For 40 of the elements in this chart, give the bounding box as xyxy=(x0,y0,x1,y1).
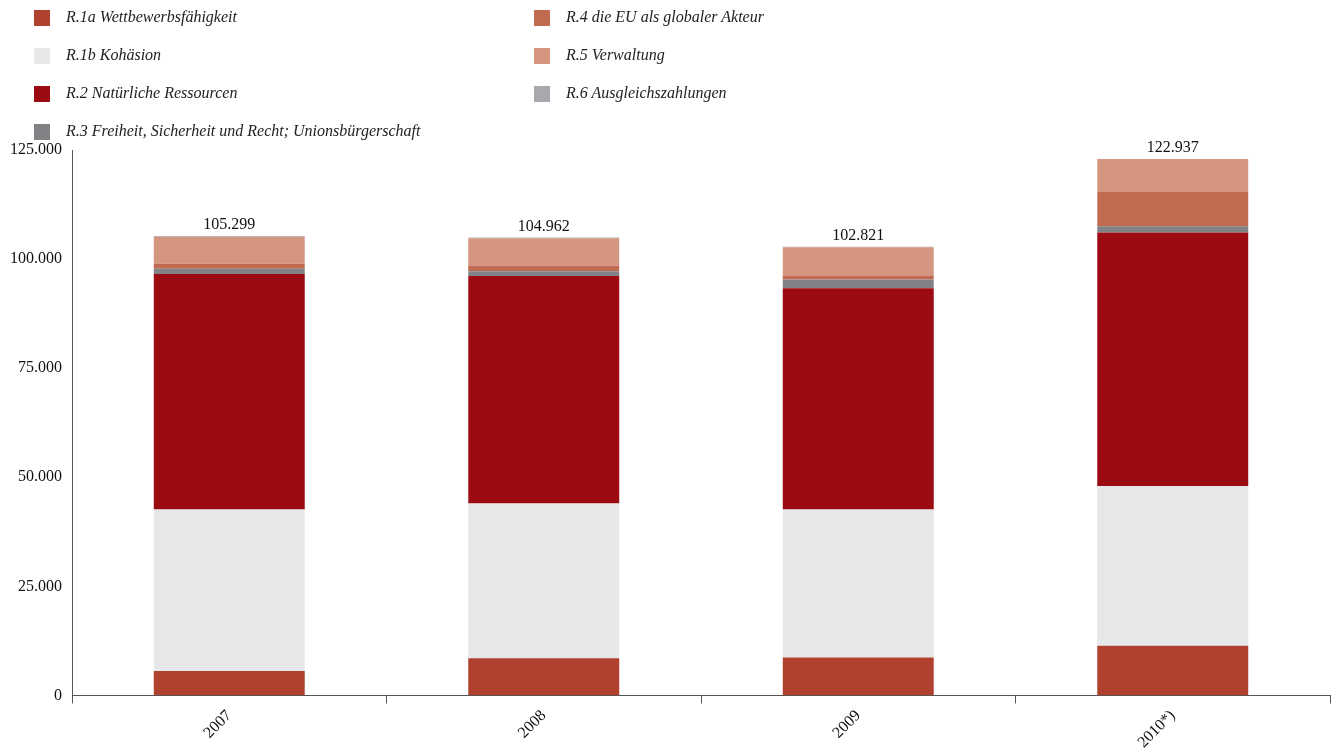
bar xyxy=(468,238,620,266)
legend-label: R.1a Wettbewerbsfähigkeit xyxy=(66,8,237,26)
y-tick-label: 100.000 xyxy=(10,249,62,267)
bar xyxy=(1097,232,1249,486)
y-tick-label: 0 xyxy=(54,685,62,703)
bar xyxy=(153,509,305,671)
bar xyxy=(1097,159,1249,192)
total-label: 102.821 xyxy=(832,225,885,243)
legend-label: R.3 Freiheit, Sicherheit und Recht; Unionsbürgerschaft xyxy=(66,122,421,140)
y-tick-label: 50.000 xyxy=(18,467,62,485)
bar xyxy=(153,273,305,510)
bar xyxy=(1097,191,1249,227)
bar xyxy=(153,236,305,264)
y-tick-label: 75.000 xyxy=(18,358,62,376)
bar xyxy=(782,276,934,280)
bar xyxy=(782,657,934,696)
bar xyxy=(153,263,305,269)
y-tick-label: 125.000 xyxy=(10,140,62,158)
bar xyxy=(153,268,305,274)
legend-label: R.4 die EU als globaler Akteur xyxy=(566,8,764,26)
bar xyxy=(1097,485,1249,646)
legend-label: R.2 Natürliche Ressourcen xyxy=(66,84,238,102)
legend-label: R.1b Kohäsion xyxy=(66,46,162,64)
bar xyxy=(468,658,620,696)
bar xyxy=(782,288,934,510)
bar xyxy=(1097,226,1249,233)
bar xyxy=(782,247,934,277)
bar xyxy=(468,503,620,659)
bar xyxy=(1097,645,1249,696)
total-label: 104.962 xyxy=(517,216,570,234)
bar xyxy=(782,279,934,289)
bar xyxy=(468,276,620,504)
bar xyxy=(782,509,934,658)
legend-label: R.5 Verwaltung xyxy=(566,46,665,64)
bar xyxy=(468,271,620,277)
total-label: 122.937 xyxy=(1146,138,1199,156)
total-label: 105.299 xyxy=(203,215,256,233)
bar xyxy=(153,670,305,696)
y-tick-label: 25.000 xyxy=(18,576,62,594)
legend-label: R.6 Ausgleichszahlungen xyxy=(566,84,727,102)
